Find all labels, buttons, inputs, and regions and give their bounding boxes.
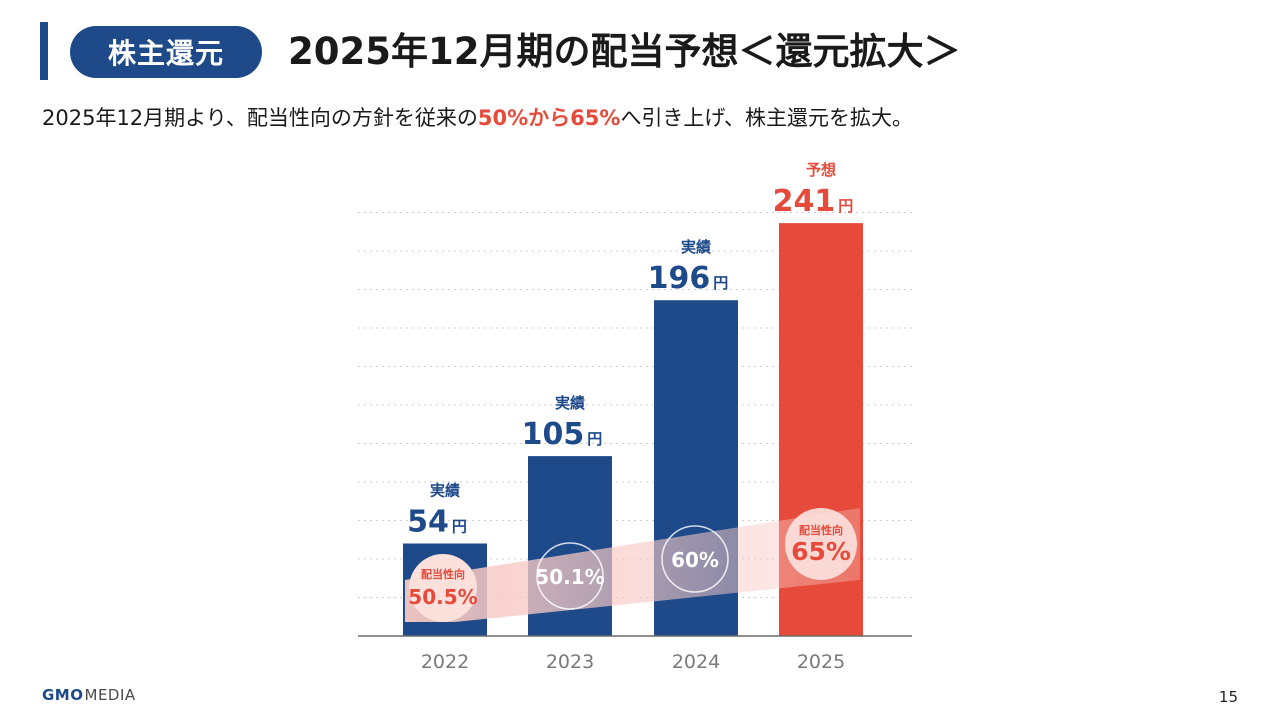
payout-ratio-label-2022: 配当性向 xyxy=(421,567,465,581)
data-label-unit-2023: 円 xyxy=(587,430,602,448)
subtitle-highlight: 50%から65% xyxy=(477,106,621,130)
data-label-2024: 196 円 xyxy=(648,261,729,296)
payout-circle-2022 xyxy=(409,554,477,622)
payout-ratio-value-2024: 60% xyxy=(671,548,719,572)
payout-ratio-value-2022: 50.5% xyxy=(408,585,477,609)
data-label-value-2023: 105 xyxy=(522,417,585,452)
payout-ratio-value-2023: 50.1% xyxy=(535,565,604,589)
data-label-2025: 241 円 xyxy=(773,184,854,219)
data-label-2022: 54 円 xyxy=(407,504,467,539)
data-label-value-2025: 241 xyxy=(773,184,836,219)
data-label-value-2024: 196 xyxy=(648,261,711,296)
title-accent-bar xyxy=(40,22,48,80)
page-title: 2025年12月期の配当予想＜還元拡大＞ xyxy=(288,30,961,73)
data-label-2023: 105 円 xyxy=(522,417,603,452)
subtitle-text-before: 2025年12月期より、配当性向の方針を従来の xyxy=(42,106,478,130)
brand-sub-text: MEDIA xyxy=(84,686,136,704)
payout-circle-2025 xyxy=(785,508,857,580)
data-label-unit-2025: 円 xyxy=(838,197,853,215)
page-number: 15 xyxy=(1218,688,1238,706)
x-tick-label-2024: 2024 xyxy=(672,651,720,673)
status-label-2023: 実績 xyxy=(555,394,585,412)
section-tag: 株主還元 xyxy=(70,26,262,78)
x-tick-label-2025: 2025 xyxy=(797,651,845,673)
gmo-media-logo: GMOMEDIA xyxy=(42,686,136,704)
status-label-2025: 予想 xyxy=(806,161,836,179)
status-label-2024: 実績 xyxy=(681,238,711,256)
data-label-unit-2024: 円 xyxy=(713,274,728,292)
payout-ratio-value-2025: 65% xyxy=(791,537,851,566)
x-tick-label-2023: 2023 xyxy=(546,651,594,673)
status-label-2022: 実績 xyxy=(430,481,460,499)
brand-text: GMO xyxy=(42,686,84,704)
payout-ratio-band xyxy=(405,508,860,622)
data-label-unit-2022: 円 xyxy=(452,517,467,535)
subtitle-text-after: へ引き上げ、株主還元を拡大。 xyxy=(620,106,913,130)
data-label-value-2022: 54 xyxy=(407,504,449,539)
subtitle: 2025年12月期より、配当性向の方針を従来の50%から65%へ引き上げ、株主還… xyxy=(42,102,913,134)
payout-circle-2023 xyxy=(536,542,604,610)
payout-circle-2024 xyxy=(661,525,729,593)
payout-ratio-label-2025: 配当性向 xyxy=(799,523,843,537)
x-tick-label-2022: 2022 xyxy=(421,651,469,673)
